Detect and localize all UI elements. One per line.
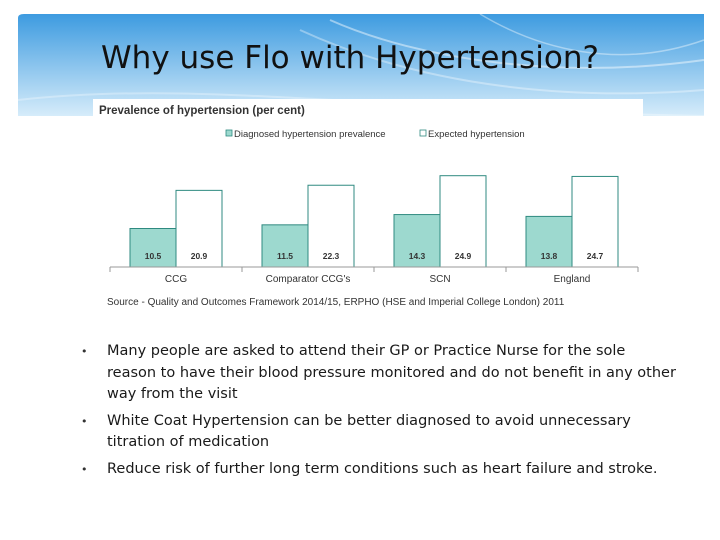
- bullet-item: White Coat Hypertension can be better di…: [78, 411, 678, 454]
- legend-label-diagnosed: Diagnosed hypertension prevalence: [234, 129, 386, 140]
- bullet-list: Many people are asked to attend their GP…: [78, 341, 678, 485]
- legend-swatch-diagnosed: [225, 129, 233, 137]
- category-label: SCN: [429, 274, 450, 285]
- bar-diagnosed: [525, 215, 573, 268]
- legend-swatch-expected: [419, 129, 427, 137]
- bar-value-label: 20.9: [191, 251, 208, 261]
- bar-value-label: 22.3: [323, 251, 340, 261]
- legend-label-expected: Expected hypertension: [428, 129, 525, 140]
- category-label: CCG: [165, 274, 187, 285]
- chart-title: Prevalence of hypertension (per cent): [99, 105, 305, 117]
- bar-value-label: 13.8: [541, 251, 558, 261]
- bar-value-label: 24.9: [455, 251, 472, 261]
- bar-value-label: 14.3: [409, 251, 426, 261]
- category-label: Comparator CCG's: [266, 274, 351, 285]
- hypertension-chart: Prevalence of hypertension (per cent) Di…: [99, 105, 639, 308]
- bar-value-label: 10.5: [145, 251, 162, 261]
- bullet-item: Reduce risk of further long term conditi…: [78, 459, 678, 481]
- chart-source: Source - Quality and Outcomes Framework …: [107, 297, 565, 308]
- bullet-item: Many people are asked to attend their GP…: [78, 341, 678, 406]
- bar-expected: [175, 189, 223, 268]
- bar-diagnosed: [393, 214, 441, 268]
- category-label: England: [554, 274, 591, 285]
- bar-diagnosed: [129, 228, 177, 268]
- bar-value-label: 11.5: [277, 251, 293, 261]
- bar-value-label: 24.7: [587, 251, 604, 261]
- slide-title: Why use Flo with Hypertension?: [101, 40, 599, 76]
